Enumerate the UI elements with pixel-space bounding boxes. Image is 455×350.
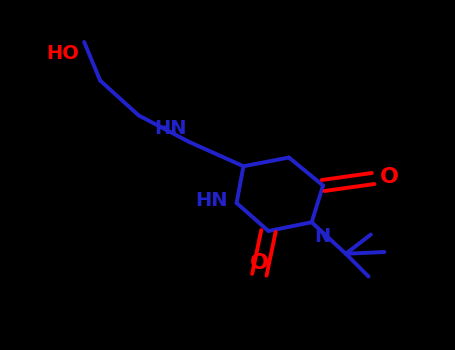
Text: O: O: [380, 167, 399, 187]
Text: N: N: [314, 228, 330, 246]
Text: O: O: [250, 253, 269, 273]
Text: HN: HN: [195, 191, 228, 210]
Text: HO: HO: [47, 44, 80, 63]
Text: HN: HN: [154, 119, 187, 138]
